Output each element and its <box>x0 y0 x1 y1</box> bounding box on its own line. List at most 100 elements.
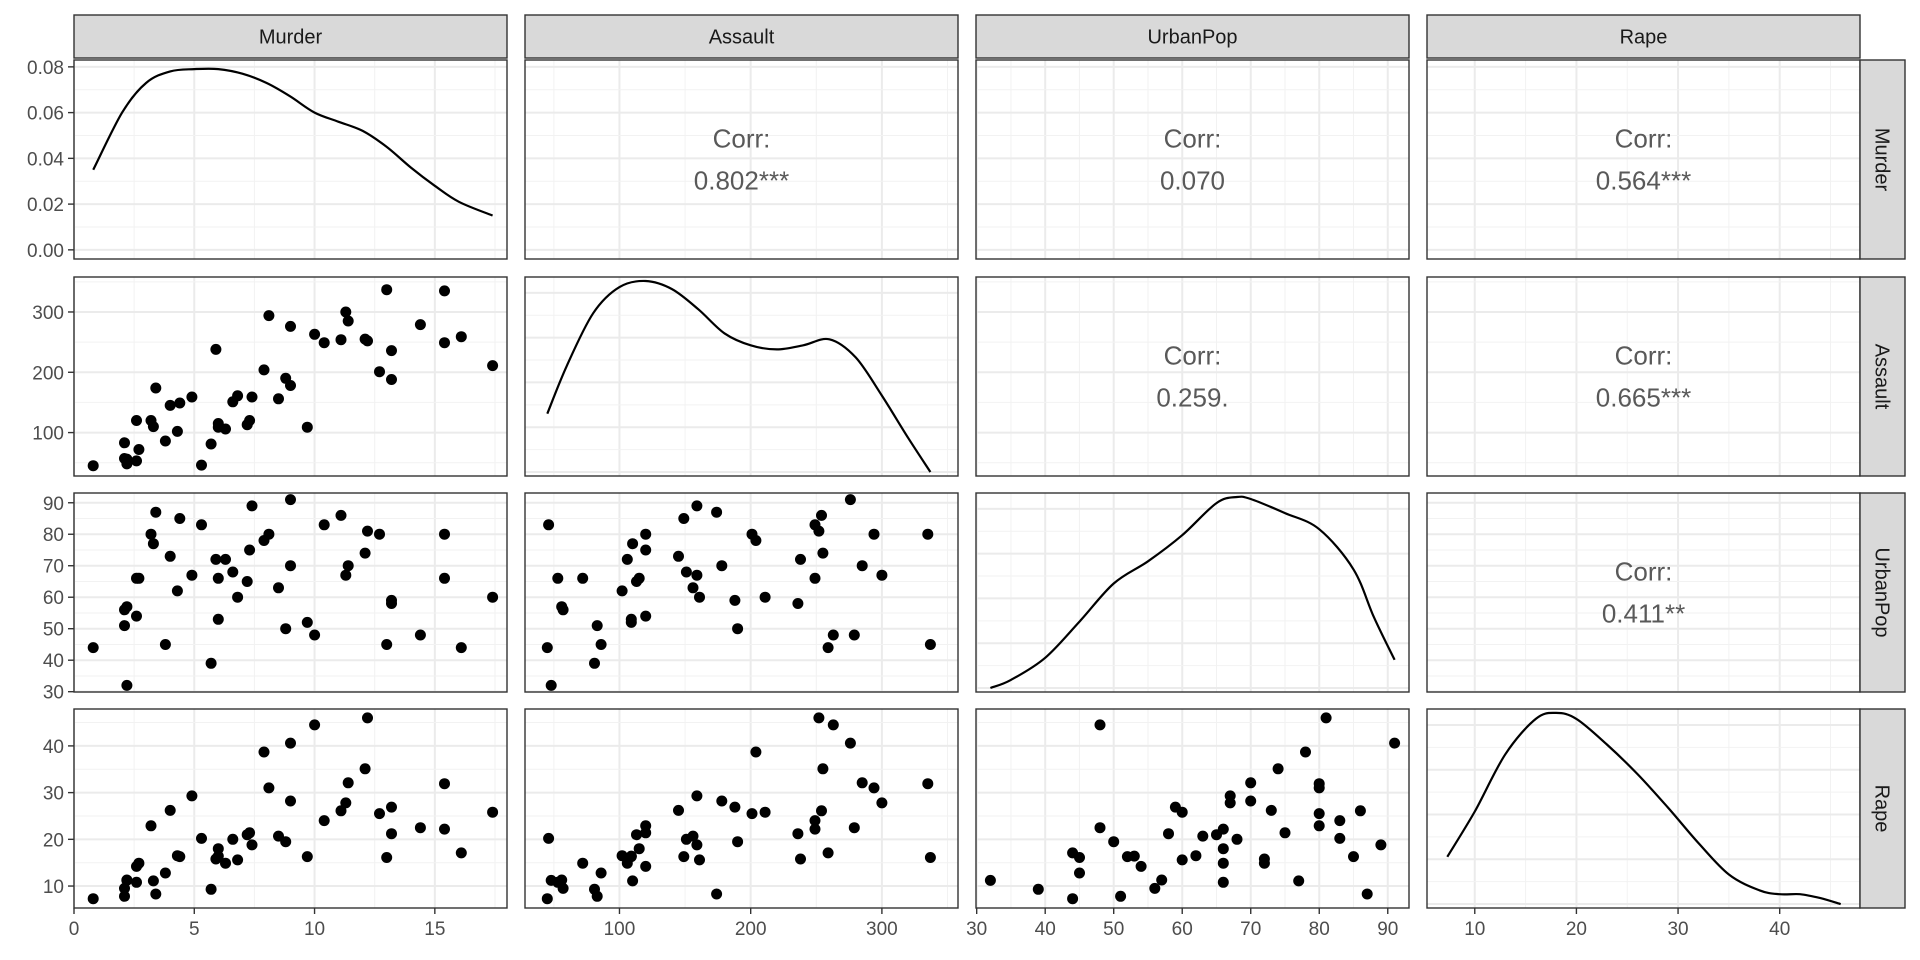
scatter-point <box>1067 893 1079 905</box>
scatter-point <box>673 804 684 816</box>
scatter-point <box>285 320 296 332</box>
scatter-point <box>746 528 758 540</box>
scatter-point <box>131 876 142 888</box>
scatter-point <box>868 782 880 794</box>
scatter-point <box>309 328 321 340</box>
panel-assault-murder <box>73 276 508 477</box>
scatter-point <box>386 345 397 357</box>
scatter-point <box>1074 852 1085 863</box>
scatter-point <box>557 604 569 616</box>
scatter-point <box>1334 832 1346 844</box>
x-tick-label: 30 <box>966 919 987 940</box>
scatter-point <box>133 857 145 869</box>
scatter-point <box>340 306 352 318</box>
panel-rape-rape <box>1426 708 1861 909</box>
strip-top-label: Murder <box>259 27 323 49</box>
scatter-point <box>1217 823 1229 835</box>
strip-labels: Murder Assault UrbanPop Rape Murder Assault Ur… <box>73 14 1906 909</box>
scatter-point <box>577 857 589 869</box>
panel-border <box>975 276 1410 477</box>
panel-rape-assault <box>524 708 959 909</box>
scatter-point <box>1149 882 1161 894</box>
scatter-point <box>1293 875 1305 887</box>
scatter-point <box>119 604 130 616</box>
x-tick-label: 50 <box>1103 919 1124 940</box>
corr-label: Corr: <box>1164 124 1222 154</box>
scatter-point <box>922 778 934 790</box>
scatter-point <box>232 591 244 603</box>
panel-border <box>524 276 959 477</box>
scatter-point <box>220 857 231 869</box>
scatter-point <box>984 874 996 886</box>
scatter-point <box>439 528 450 540</box>
scatter-point <box>174 513 186 524</box>
panel-assault-rape: Corr: 0.665*** <box>1426 276 1861 477</box>
x-tick-label: 100 <box>604 919 636 940</box>
scatter-point <box>1300 746 1311 758</box>
scatter-point <box>340 797 352 809</box>
scatter-point <box>1389 737 1401 749</box>
scatter-point <box>1265 804 1277 816</box>
scatter-point <box>301 616 313 628</box>
scatter-point <box>131 572 142 584</box>
scatter-point <box>196 519 207 531</box>
panel-border <box>975 492 1410 693</box>
scatter-point <box>1313 808 1325 820</box>
panel-border <box>73 276 508 477</box>
scatter-point <box>1245 795 1257 807</box>
strip-right-urbanpop <box>1859 492 1906 693</box>
x-tick-label: 90 <box>1377 919 1398 940</box>
scatter-point <box>591 620 603 632</box>
scatter-point <box>631 829 642 841</box>
scatter-point <box>87 893 99 905</box>
panel-assault-assault <box>524 276 959 477</box>
scatter-point <box>711 888 723 900</box>
panel-border <box>73 492 508 693</box>
scatter-point <box>145 820 157 832</box>
scatter-point <box>687 830 699 842</box>
y-tick-label: 300 <box>32 303 64 324</box>
scatter-point <box>545 679 557 691</box>
corr-value: 0.259. <box>1156 383 1228 413</box>
corr-value: 0.665*** <box>1596 383 1691 413</box>
scatter-point <box>487 806 499 818</box>
scatter-point <box>455 847 467 859</box>
scatter-point <box>543 519 555 531</box>
scatter-point <box>258 746 270 758</box>
scatter-point <box>809 815 821 827</box>
scatter-point <box>1361 888 1373 900</box>
scatter-point <box>87 460 99 472</box>
scatter-point <box>856 560 868 572</box>
scatter-point <box>164 804 176 816</box>
scatter-point <box>131 415 142 426</box>
scatter-point <box>159 867 171 879</box>
scatter-point <box>816 509 827 521</box>
scatter-point <box>374 528 385 540</box>
scatter-point <box>816 805 827 817</box>
scatter-point <box>335 334 347 346</box>
scatter-point <box>678 513 690 524</box>
scatter-point <box>813 525 825 537</box>
scatter-point <box>822 642 834 654</box>
y-tick-label: 80 <box>43 525 64 546</box>
strip-top-rape <box>1426 14 1861 59</box>
scatter-point <box>381 639 393 650</box>
scatter-point <box>746 808 758 820</box>
y-tick-label: 30 <box>43 683 64 704</box>
x-tick-label: 80 <box>1309 919 1330 940</box>
scatter-point <box>487 360 499 372</box>
scatter-point <box>335 509 347 521</box>
scatter-point <box>1272 763 1284 775</box>
scatter-point <box>121 458 133 470</box>
scatter-point <box>439 823 450 835</box>
scatter-point <box>691 839 703 851</box>
x-tick-label: 60 <box>1172 919 1193 940</box>
scatter-point <box>150 506 162 518</box>
panels: Corr:0.802***Corr:0.070Corr:0.564***Corr… <box>73 59 1861 909</box>
scatter-point <box>1094 822 1106 834</box>
scatter-point <box>273 582 284 594</box>
scatter-point <box>817 763 829 775</box>
x-tick-label: 10 <box>304 919 325 940</box>
panel-rape-murder <box>73 708 508 909</box>
